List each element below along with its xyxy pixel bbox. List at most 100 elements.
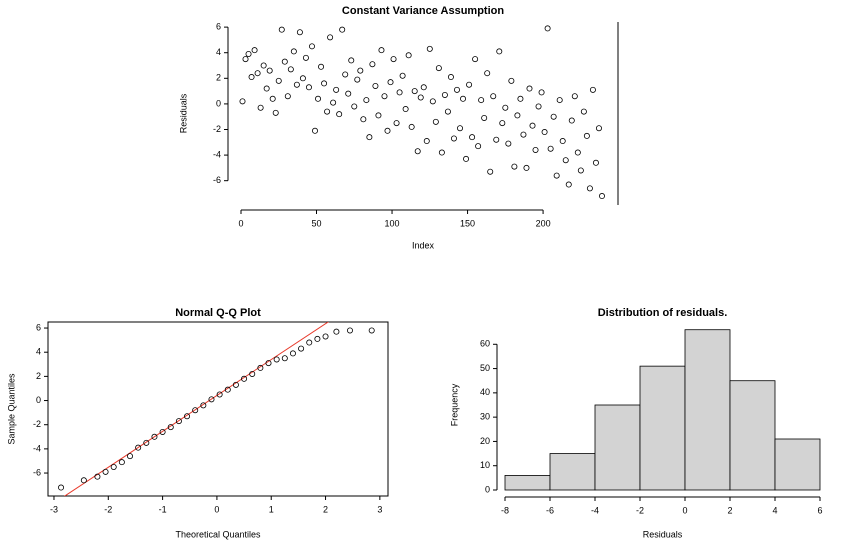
data-point	[216, 391, 223, 398]
data-point	[312, 127, 319, 134]
data-point	[232, 381, 239, 388]
data-point	[278, 26, 285, 33]
x-tick-label: -8	[501, 505, 509, 515]
y-tick-label: 20	[480, 436, 490, 446]
bar	[594, 404, 641, 491]
y-axis-label: Sample Quantiles	[6, 373, 16, 445]
data-point	[583, 132, 590, 139]
data-point	[249, 370, 256, 377]
data-point	[420, 84, 427, 91]
data-point	[299, 75, 306, 82]
data-point	[408, 123, 415, 130]
data-point	[460, 95, 467, 102]
data-point	[532, 146, 539, 153]
data-point	[224, 386, 231, 393]
data-point	[390, 56, 397, 63]
data-point	[372, 82, 379, 89]
data-point	[302, 54, 309, 61]
data-point	[345, 90, 352, 97]
bar	[504, 475, 551, 491]
data-point	[598, 193, 605, 200]
x-tick-label: 200	[536, 218, 551, 228]
data-point	[387, 79, 394, 86]
data-point	[284, 93, 291, 100]
x-tick-label: 2	[727, 505, 732, 515]
data-point	[487, 168, 494, 175]
x-tick-label: -4	[591, 505, 599, 515]
data-point	[469, 134, 476, 141]
data-point	[298, 345, 305, 352]
x-tick-label: 3	[377, 504, 382, 514]
data-point	[281, 355, 288, 362]
data-point	[402, 106, 409, 113]
data-point	[314, 335, 321, 342]
data-point	[272, 109, 279, 116]
data-point	[330, 99, 337, 106]
data-point	[167, 424, 174, 431]
data-point	[592, 159, 599, 166]
data-point	[322, 333, 329, 340]
data-point	[568, 117, 575, 124]
data-point	[447, 74, 454, 81]
x-tick-label: 0	[682, 505, 687, 515]
data-point	[595, 125, 602, 132]
data-point	[381, 93, 388, 100]
data-point	[266, 67, 273, 74]
data-point	[339, 26, 346, 33]
data-point	[127, 453, 134, 460]
chart-title: Normal Q-Q Plot	[175, 307, 261, 319]
y-tick-label: 0	[485, 484, 490, 494]
data-point	[200, 402, 207, 409]
data-point	[463, 155, 470, 162]
x-tick-label: -6	[546, 505, 554, 515]
y-tick-label: 30	[480, 412, 490, 422]
data-point	[499, 120, 506, 127]
data-point	[490, 93, 497, 100]
x-tick-label: 2	[323, 504, 328, 514]
chart-title: Constant Variance Assumption	[342, 5, 504, 17]
data-point	[429, 98, 436, 105]
data-point	[287, 66, 294, 73]
data-point	[438, 149, 445, 156]
data-point	[80, 477, 87, 484]
y-tick-label: 60	[480, 339, 490, 349]
x-tick-label: 4	[772, 505, 777, 515]
data-point	[466, 81, 473, 88]
data-point	[577, 167, 584, 174]
data-point	[541, 129, 548, 136]
data-point	[293, 81, 300, 88]
data-point	[565, 181, 572, 188]
data-point	[315, 95, 322, 102]
x-tick-label: -1	[159, 504, 167, 514]
data-point	[296, 29, 303, 36]
data-point	[472, 56, 479, 63]
data-point	[393, 120, 400, 127]
data-point	[375, 112, 382, 119]
y-tick-label: 6	[216, 21, 221, 31]
y-tick-label: -4	[213, 149, 221, 159]
data-point	[327, 34, 334, 41]
y-tick-label: 40	[480, 387, 490, 397]
data-point	[444, 108, 451, 115]
bar	[549, 453, 596, 491]
data-point	[426, 45, 433, 52]
x-tick-label: 1	[269, 504, 274, 514]
data-point	[457, 125, 464, 132]
data-point	[308, 43, 315, 50]
bar	[684, 329, 731, 491]
bar	[729, 380, 776, 491]
data-point	[369, 61, 376, 68]
data-point	[318, 63, 325, 70]
data-point	[333, 86, 340, 93]
y-tick-label: -2	[213, 124, 221, 134]
data-point	[366, 134, 373, 141]
data-point	[378, 47, 385, 54]
y-tick-label: 2	[216, 73, 221, 83]
data-point	[517, 95, 524, 102]
x-axis-label: Residuals	[643, 529, 683, 539]
data-point	[423, 138, 430, 145]
x-tick-label: -3	[50, 504, 58, 514]
data-point	[368, 327, 375, 334]
data-point	[493, 136, 500, 143]
